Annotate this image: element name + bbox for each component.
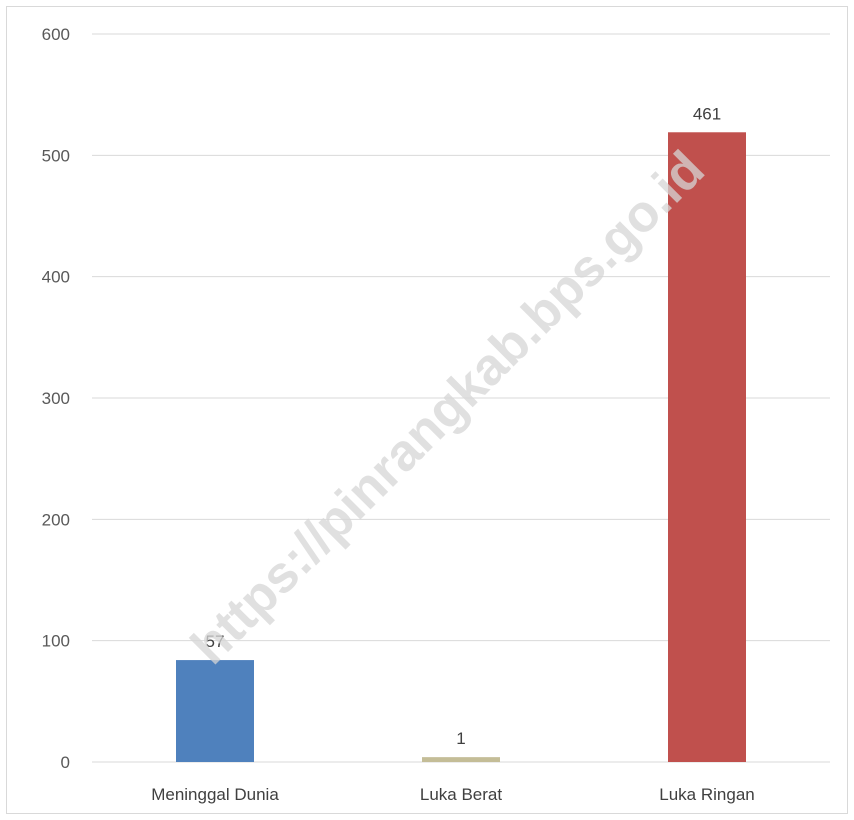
x-axis-categories: Meninggal Dunia Luka Berat Luka Ringan <box>151 785 755 804</box>
data-label: 57 <box>206 632 225 651</box>
x-category-label: Luka Ringan <box>659 785 754 804</box>
bars <box>176 132 746 762</box>
bar <box>422 757 500 762</box>
bar <box>176 660 254 762</box>
bar <box>668 132 746 762</box>
y-tick-label: 200 <box>42 510 70 529</box>
y-tick-label: 400 <box>42 268 70 287</box>
y-tick-label: 300 <box>42 389 70 408</box>
data-labels: 57 1 461 <box>206 104 722 748</box>
y-tick-label: 500 <box>42 146 70 165</box>
y-tick-label: 600 <box>42 25 70 44</box>
x-category-label: Luka Berat <box>420 785 502 804</box>
y-tick-label: 100 <box>42 632 70 651</box>
data-label: 461 <box>693 104 721 123</box>
y-axis-ticks: 0 100 200 300 400 500 600 <box>42 25 70 772</box>
data-label: 1 <box>456 729 465 748</box>
watermark: https://pinrangkab.bps.go.id <box>180 140 715 675</box>
y-tick-label: 0 <box>61 753 70 772</box>
x-category-label: Meninggal Dunia <box>151 785 279 804</box>
